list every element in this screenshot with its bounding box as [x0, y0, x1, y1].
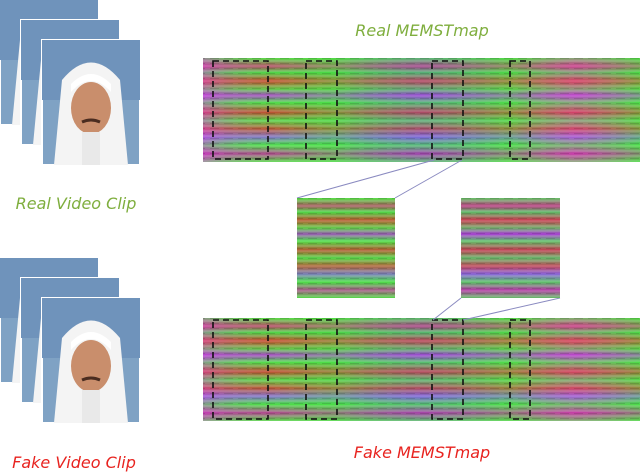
fake-map-label: Fake MEMSTmap — [354, 443, 490, 462]
real-map — [203, 58, 640, 162]
zoom-patch-fake — [461, 198, 560, 298]
zoom-connectors — [296, 159, 561, 321]
real-clip-label: Real Video Clip — [16, 194, 137, 213]
real-frames — [0, 0, 142, 167]
fake-clip-label: Fake Video Clip — [12, 453, 136, 472]
real-map-label: Real MEMSTmap — [355, 21, 489, 40]
fake-frames — [0, 256, 142, 425]
zoom-patch-real — [297, 198, 395, 298]
fake-map — [203, 318, 640, 421]
